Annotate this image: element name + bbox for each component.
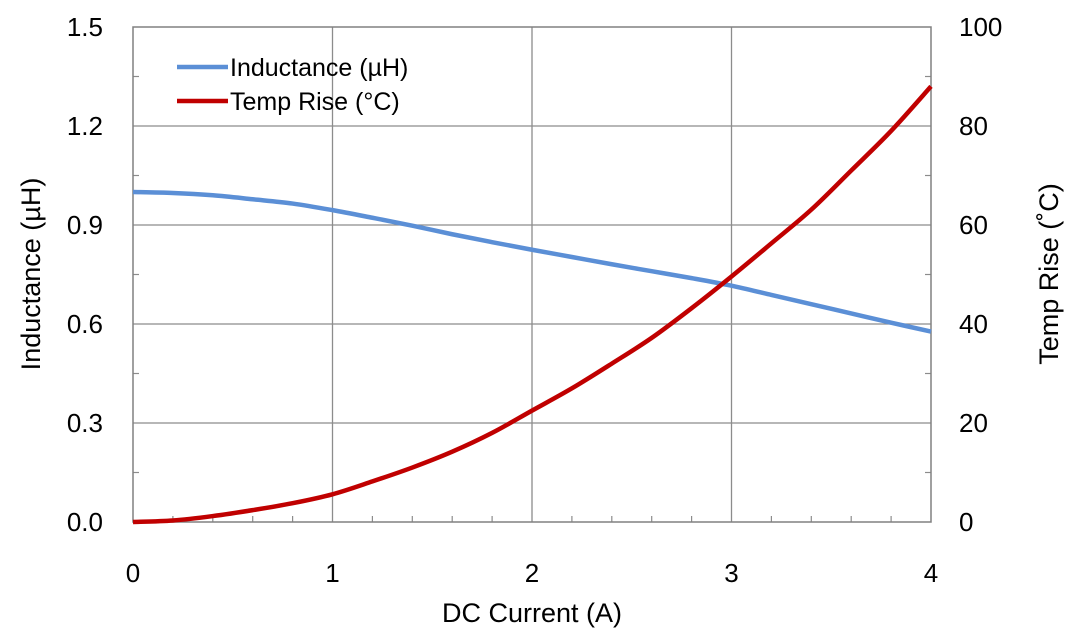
- x-tick-label: 2: [525, 558, 539, 588]
- series-line-temp-rise: [132, 84, 933, 525]
- x-tick-label: 4: [924, 558, 938, 588]
- y-right-tick-label: 0: [959, 507, 973, 537]
- y-right-tick-label: 60: [959, 210, 988, 240]
- minor-ticks: [133, 75, 931, 522]
- plot-area-border: [132, 26, 932, 523]
- y-left-axis-tick-labels: 0.0 0.3 0.6 0.9 1.2 1.5: [67, 12, 103, 537]
- y-left-tick-label: 1.5: [67, 12, 103, 42]
- y-right-tick-label: 100: [959, 12, 1002, 42]
- legend-label-inductance: Inductance (µH): [230, 54, 408, 82]
- series-line-inductance: [132, 189, 932, 334]
- legend: Inductance (µH) Temp Rise (°C): [177, 54, 408, 116]
- x-tick-label: 3: [724, 558, 738, 588]
- y-right-tick-label: 20: [959, 408, 988, 438]
- x-axis-title: DC Current (A): [442, 598, 622, 628]
- y-right-axis-tick-labels: 0 20 40 60 80 100: [959, 12, 1002, 537]
- x-axis-tick-labels: 0 1 2 3 4: [126, 558, 938, 588]
- x-tick-label: 0: [126, 558, 140, 588]
- grid: [133, 27, 931, 522]
- x-tick-label: 1: [325, 558, 339, 588]
- y-left-tick-label: 0.0: [67, 507, 103, 537]
- y-left-tick-label: 0.9: [67, 210, 103, 240]
- y-right-tick-label: 40: [959, 309, 988, 339]
- series-layer: [132, 84, 933, 525]
- y-left-tick-label: 0.3: [67, 408, 103, 438]
- y-left-tick-label: 1.2: [67, 111, 103, 141]
- y-right-axis-title: Temp Rise (˚C): [1034, 183, 1064, 365]
- legend-label-temp-rise: Temp Rise (°C): [230, 88, 400, 116]
- y-left-tick-label: 0.6: [67, 309, 103, 339]
- y-left-axis-title: Inductance (µH): [16, 178, 46, 371]
- y-right-tick-label: 80: [959, 111, 988, 141]
